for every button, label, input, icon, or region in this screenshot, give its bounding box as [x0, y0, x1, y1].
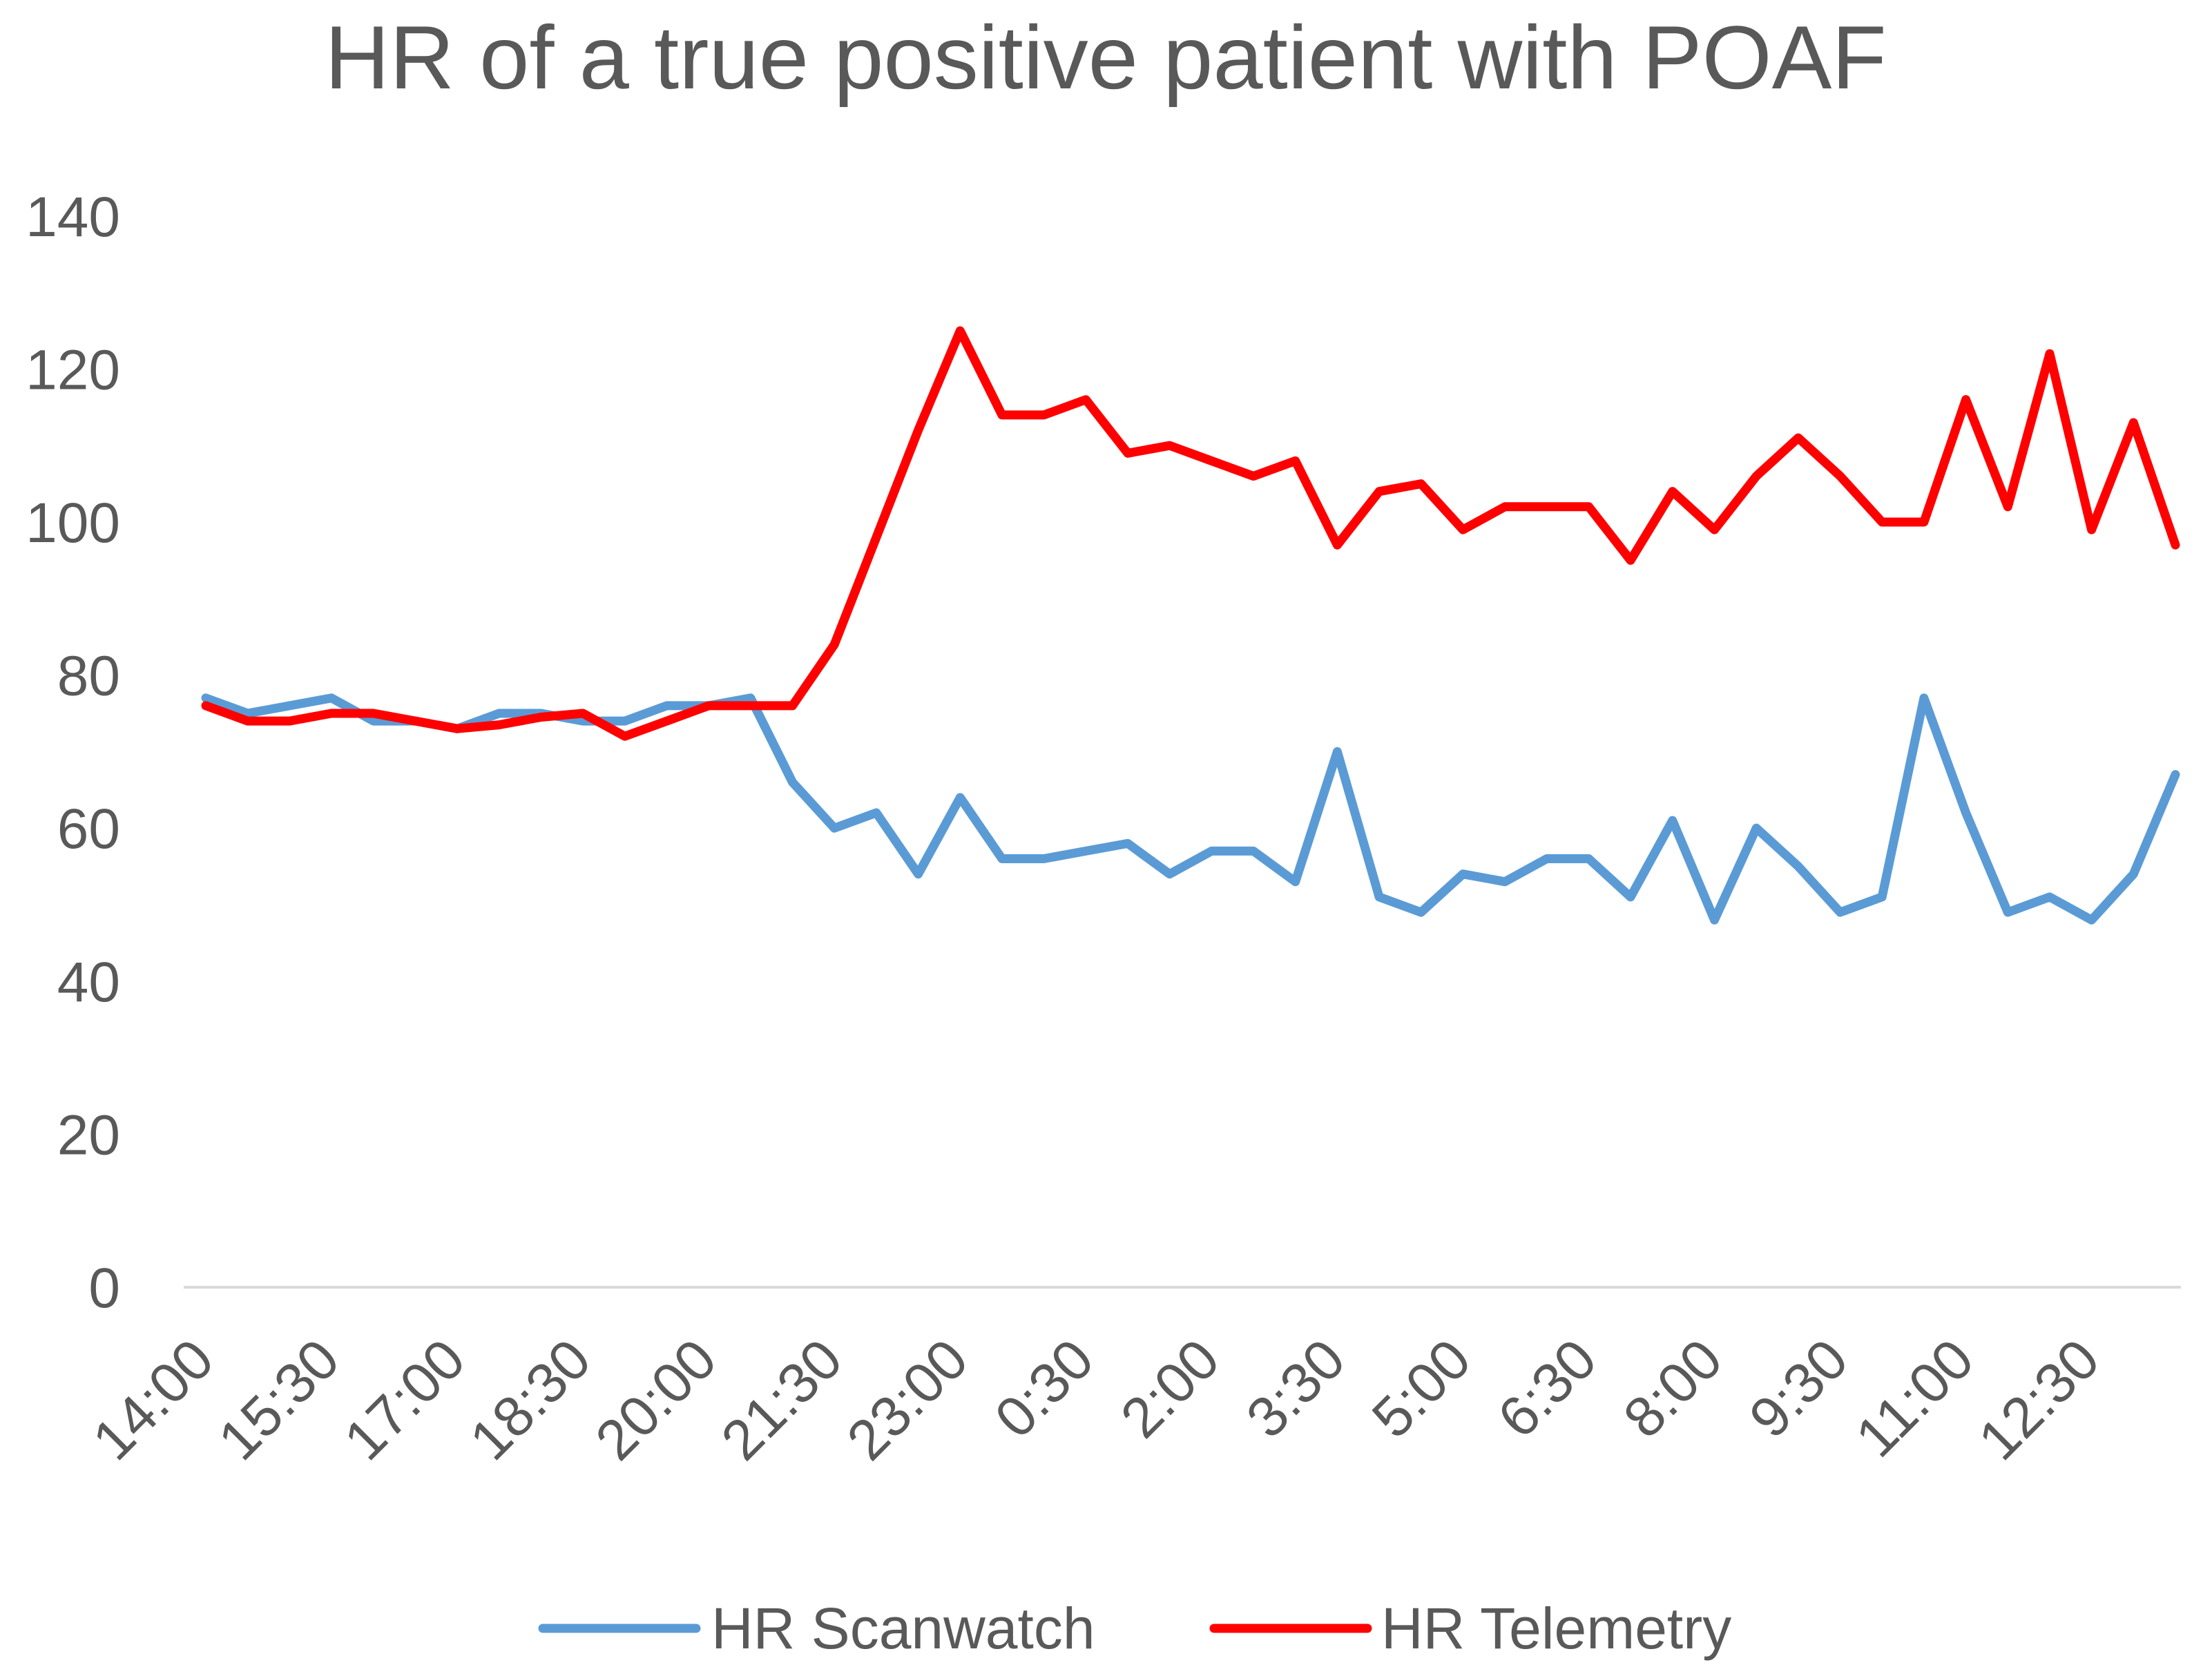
x-tick-label: 5:00 — [1360, 1327, 1483, 1449]
series-line — [201, 326, 2180, 741]
x-tick-label: 0:30 — [983, 1327, 1106, 1449]
x-tick-label: 17:00 — [332, 1327, 477, 1472]
y-tick-label: 100 — [26, 492, 120, 555]
x-tick-label: 20:00 — [584, 1327, 728, 1472]
chart-title: HR of a true positive patient with POAF — [325, 7, 1887, 108]
y-tick-label: 40 — [57, 951, 120, 1014]
x-tick-label: 21:30 — [709, 1327, 854, 1472]
x-tick-label: 14:00 — [81, 1327, 225, 1472]
legend-label: HR Scanwatch — [711, 1596, 1095, 1661]
legend: HR Scanwatch HR Telemetry — [538, 1596, 1731, 1661]
x-tick-label: 15:30 — [206, 1327, 351, 1472]
x-tick-label: 3:30 — [1235, 1327, 1357, 1449]
y-tick-label: 20 — [57, 1104, 120, 1166]
y-tick-label: 60 — [57, 798, 120, 860]
series-layer — [201, 326, 2180, 925]
y-tick-label: 140 — [26, 186, 120, 249]
y-tick-label: 0 — [88, 1257, 120, 1320]
x-tick-label: 9:30 — [1738, 1327, 1860, 1449]
x-tick-label: 23:00 — [836, 1327, 980, 1472]
series-line — [201, 693, 2180, 925]
x-tick-label: 12:30 — [1967, 1327, 2111, 1472]
legend-label: HR Telemetry — [1381, 1596, 1731, 1661]
x-tick-label: 8:00 — [1612, 1327, 1734, 1449]
series-hr-scanwatch — [201, 693, 2180, 925]
y-tick-label: 120 — [26, 338, 120, 401]
x-tick-label: 18:30 — [458, 1327, 602, 1472]
y-tick-label: 80 — [57, 645, 120, 708]
x-tick-label: 11:00 — [1844, 1327, 1985, 1469]
y-axis: 0 20 40 60 80 100 120 140 — [26, 186, 120, 1320]
x-tick-label: 6:30 — [1486, 1327, 1608, 1449]
x-tick-label: 2:00 — [1109, 1327, 1231, 1449]
series-hr-telemetry — [201, 326, 2180, 741]
